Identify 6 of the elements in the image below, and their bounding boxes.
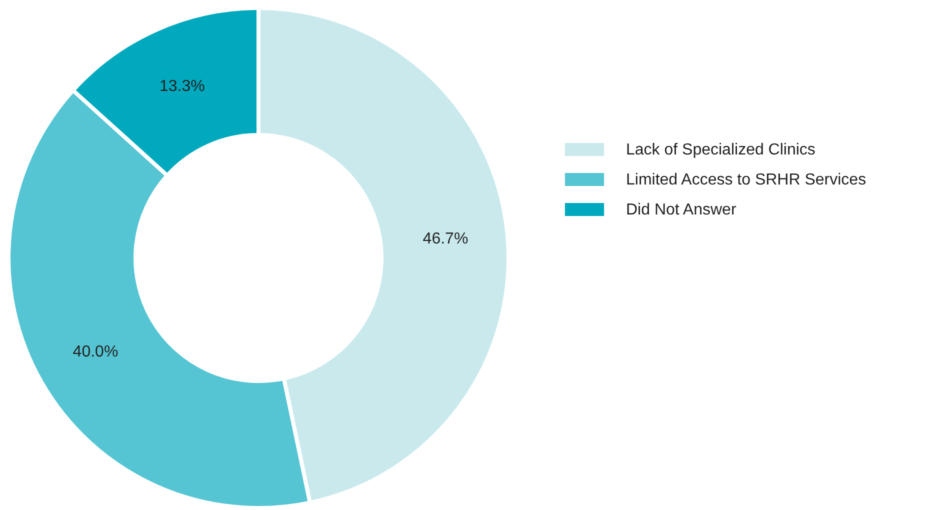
- data-label: 13.3%: [160, 78, 205, 96]
- legend-label: Did Not Answer: [626, 202, 737, 218]
- legend-label: Lack of Specialized Clinics: [626, 142, 816, 158]
- data-label: 46.7%: [422, 230, 468, 248]
- data-label: 40.0%: [72, 344, 118, 361]
- legend-label: Limited Access to SRHR Services: [626, 172, 866, 188]
